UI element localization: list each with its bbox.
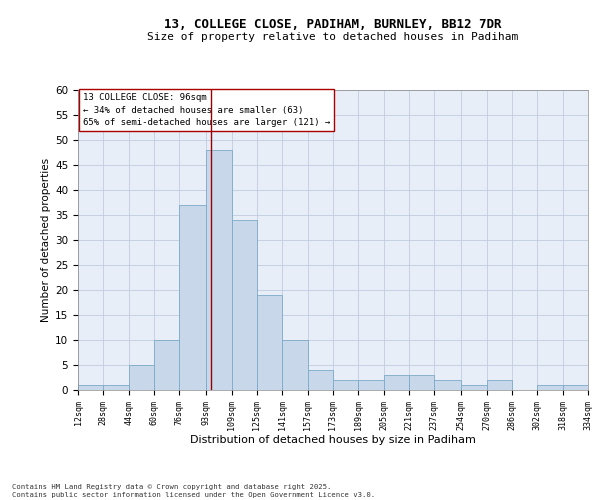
Bar [308, 370, 333, 390]
Bar [154, 340, 179, 390]
Bar [333, 380, 358, 390]
Bar [409, 375, 434, 390]
Bar [257, 295, 283, 390]
Bar [232, 220, 257, 390]
Bar [206, 150, 232, 390]
Bar [128, 365, 154, 390]
Text: Size of property relative to detached houses in Padiham: Size of property relative to detached ho… [148, 32, 518, 42]
Text: 13 COLLEGE CLOSE: 96sqm
← 34% of detached houses are smaller (63)
65% of semi-de: 13 COLLEGE CLOSE: 96sqm ← 34% of detache… [83, 93, 331, 127]
Y-axis label: Number of detached properties: Number of detached properties [41, 158, 51, 322]
X-axis label: Distribution of detached houses by size in Padiham: Distribution of detached houses by size … [190, 436, 476, 446]
Bar [78, 385, 103, 390]
Bar [461, 385, 487, 390]
Text: Contains HM Land Registry data © Crown copyright and database right 2025.
Contai: Contains HM Land Registry data © Crown c… [12, 484, 375, 498]
Bar [283, 340, 308, 390]
Bar [538, 385, 563, 390]
Text: 13, COLLEGE CLOSE, PADIHAM, BURNLEY, BB12 7DR: 13, COLLEGE CLOSE, PADIHAM, BURNLEY, BB1… [164, 18, 502, 30]
Bar [383, 375, 409, 390]
Bar [434, 380, 461, 390]
Bar [358, 380, 383, 390]
Bar [103, 385, 128, 390]
Bar [179, 205, 206, 390]
Bar [563, 385, 588, 390]
Bar [487, 380, 512, 390]
